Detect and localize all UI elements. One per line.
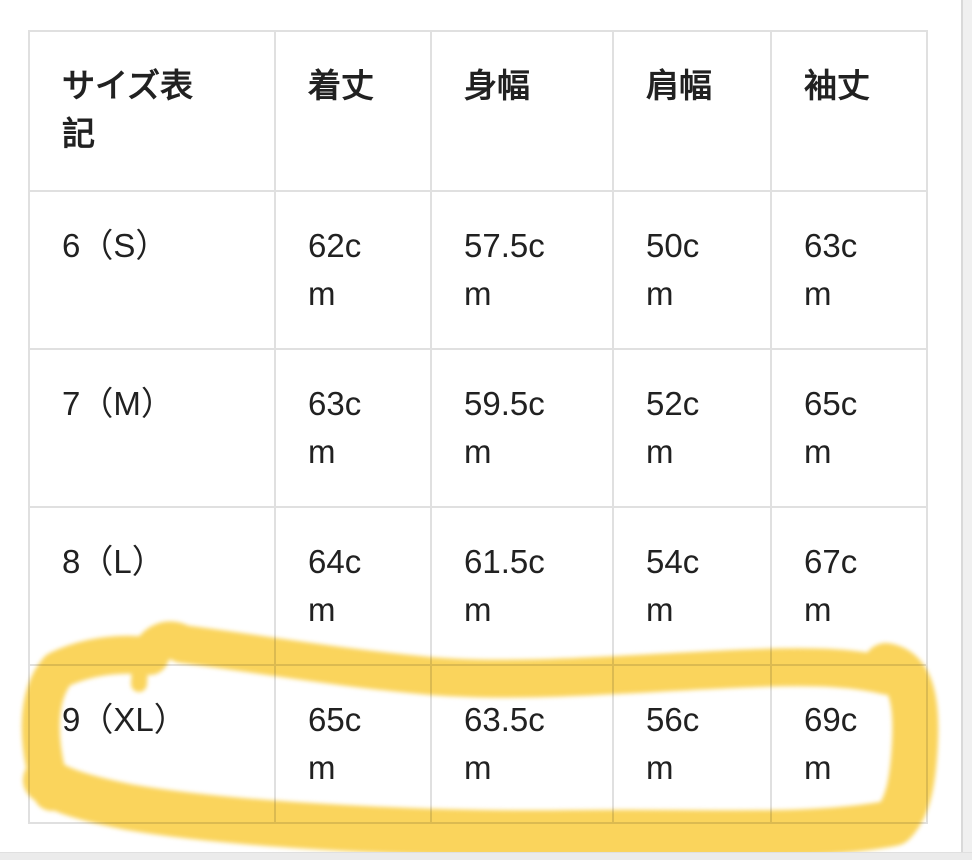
value-text: 64c m — [308, 543, 362, 628]
value-text: 65c m — [308, 701, 362, 786]
value-cell: 63c m — [770, 190, 928, 350]
value-text: 50c m — [646, 227, 700, 312]
value-text: 61.5c m — [464, 543, 545, 628]
value-cell: 69c m — [770, 664, 928, 824]
value-text: 56c m — [646, 701, 700, 786]
header-text: 身幅 — [464, 67, 530, 104]
header-cell-sleeve-length: 袖丈 — [770, 30, 928, 192]
value-text: 65c m — [804, 385, 858, 470]
value-cell: 50c m — [612, 190, 772, 350]
value-text: 67c m — [804, 543, 858, 628]
value-cell: 59.5c m — [430, 348, 614, 508]
table-row-size-l: 8（L） 64c m 61.5c m 54c m 67c m — [28, 506, 928, 666]
value-cell: 63.5c m — [430, 664, 614, 824]
header-text: 着丈 — [308, 67, 374, 104]
size-table: サイズ表 記 着丈 身幅 肩幅 袖丈 6（S） 62c m 57.5c m 50… — [28, 30, 928, 824]
value-cell: 61.5c m — [430, 506, 614, 666]
value-cell: 57.5c m — [430, 190, 614, 350]
table-row-size-m: 7（M） 63c m 59.5c m 52c m 65c m — [28, 348, 928, 508]
row-label: 7（M） — [62, 385, 174, 422]
value-text: 52c m — [646, 385, 700, 470]
scrollbar-track[interactable] — [961, 0, 972, 852]
header-row: サイズ表 記 着丈 身幅 肩幅 袖丈 — [28, 30, 928, 192]
header-cell-body-width: 身幅 — [430, 30, 614, 192]
row-label-cell: 7（M） — [28, 348, 276, 508]
value-text: 57.5c m — [464, 227, 545, 312]
value-text: 63c m — [804, 227, 858, 312]
value-text: 69c m — [804, 701, 858, 786]
header-text: 袖丈 — [804, 67, 870, 104]
header-cell-length: 着丈 — [274, 30, 432, 192]
value-cell: 62c m — [274, 190, 432, 350]
value-text: 62c m — [308, 227, 362, 312]
header-cell-size-label: サイズ表 記 — [28, 30, 276, 192]
value-cell: 54c m — [612, 506, 772, 666]
value-cell: 52c m — [612, 348, 772, 508]
value-text: 54c m — [646, 543, 700, 628]
value-cell: 65c m — [274, 664, 432, 824]
value-cell: 67c m — [770, 506, 928, 666]
value-cell: 56c m — [612, 664, 772, 824]
table-row-size-s: 6（S） 62c m 57.5c m 50c m 63c m — [28, 190, 928, 350]
value-text: 63c m — [308, 385, 362, 470]
value-cell: 64c m — [274, 506, 432, 666]
value-text: 63.5c m — [464, 701, 545, 786]
row-label-cell: 6（S） — [28, 190, 276, 350]
table-row-size-xl-highlighted: 9（XL） 65c m 63.5c m 56c m 69c m — [28, 664, 928, 824]
bottom-divider — [0, 852, 972, 860]
header-text: 肩幅 — [646, 67, 712, 104]
row-label-cell: 8（L） — [28, 506, 276, 666]
row-label: 6（S） — [62, 227, 169, 264]
value-cell: 63c m — [274, 348, 432, 508]
header-cell-shoulder-width: 肩幅 — [612, 30, 772, 192]
row-label: 9（XL） — [62, 701, 187, 738]
value-text: 59.5c m — [464, 385, 545, 470]
row-label-cell: 9（XL） — [28, 664, 276, 824]
header-text: サイズ表 記 — [62, 67, 194, 152]
row-label: 8（L） — [62, 543, 165, 580]
value-cell: 65c m — [770, 348, 928, 508]
